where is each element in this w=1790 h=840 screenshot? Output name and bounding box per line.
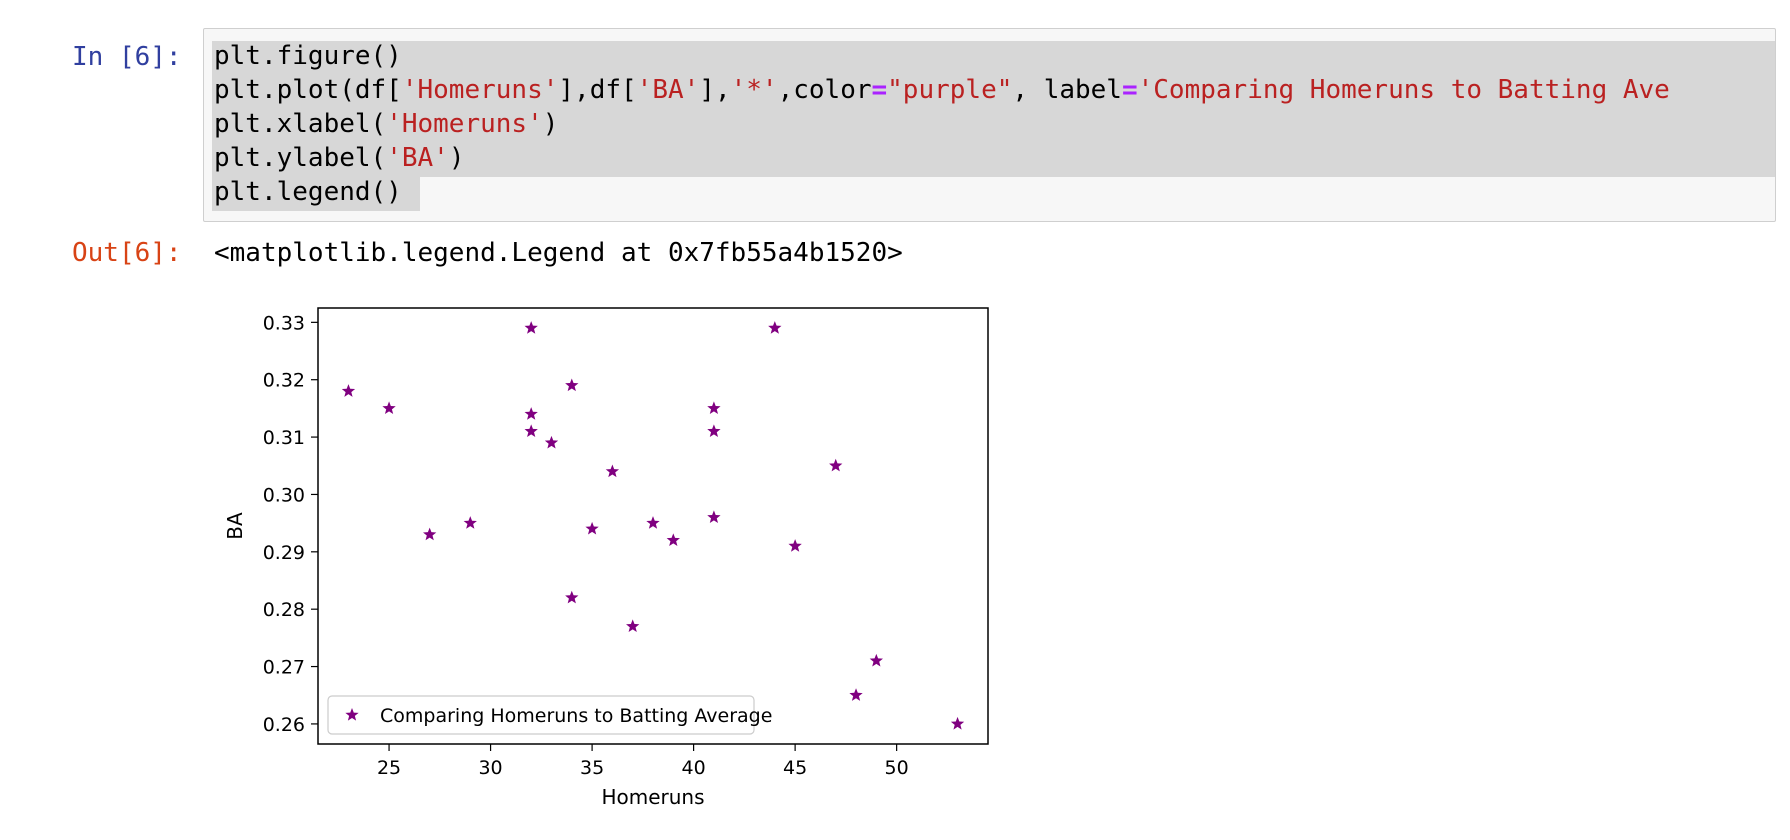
data-point (666, 533, 680, 547)
scatter-chart: 25 30 35 40 45 50 0.26 0.27 0.28 0.29 0.30 0.31 0.32… (223, 307, 989, 809)
data-point (646, 516, 660, 529)
code-line-4: plt.ylabel('BA') (214, 143, 465, 173)
selection-highlight (212, 41, 1775, 177)
data-point (605, 464, 620, 478)
x-tick-label: 50 (885, 757, 909, 779)
data-point (565, 378, 579, 392)
legend-label: Comparing Homeruns to Batting Average (380, 705, 772, 727)
y-tick-label: 0.33 (263, 312, 305, 334)
x-tick-label: 30 (478, 757, 502, 779)
y-axis-label: BA (223, 512, 247, 540)
input-prompt: In [6]: (72, 42, 182, 72)
data-point (849, 688, 863, 701)
x-axis-label: Homeruns (601, 785, 704, 809)
y-tick-label: 0.27 (263, 657, 305, 679)
selection-highlight-last-line (212, 177, 420, 211)
data-point (626, 619, 640, 633)
y-tick-label: 0.26 (263, 714, 305, 736)
data-point (707, 510, 721, 524)
x-tick-label: 45 (783, 757, 807, 779)
code-editor[interactable]: plt.figure() plt.plot(df['Homeruns'],df[… (214, 39, 1670, 209)
output-text: <matplotlib.legend.Legend at 0x7fb55a4b1… (214, 238, 903, 268)
x-tick-label: 40 (682, 757, 706, 779)
data-point (524, 407, 538, 420)
code-line-1: plt.figure() (214, 41, 402, 71)
data-point (463, 516, 477, 529)
data-point (950, 716, 965, 730)
y-tick-label: 0.31 (263, 427, 305, 449)
data-point (423, 527, 437, 541)
data-point (707, 401, 721, 415)
data-point (829, 458, 843, 472)
data-point (341, 384, 356, 397)
data-point (788, 539, 802, 552)
legend-marker (345, 708, 359, 721)
code-line-2: plt.plot(df['Homeruns'],df['BA'],'*',col… (214, 75, 1670, 105)
x-tick-label: 25 (377, 757, 401, 779)
y-tick-label: 0.30 (263, 484, 305, 506)
data-point (524, 321, 538, 334)
output-prompt: Out[6]: (72, 238, 182, 268)
data-point (869, 653, 883, 667)
y-tick-label: 0.32 (263, 370, 305, 392)
data-point (768, 321, 782, 334)
data-point (585, 521, 599, 535)
x-tick-label: 35 (580, 757, 604, 779)
code-cell[interactable]: plt.figure() plt.plot(df['Homeruns'],df[… (203, 28, 1776, 222)
y-tick-label: 0.28 (263, 599, 305, 621)
data-point (565, 590, 579, 604)
y-tick-label: 0.29 (263, 542, 305, 564)
data-point (707, 424, 721, 438)
code-line-3: plt.xlabel('Homeruns') (214, 109, 559, 139)
data-point (382, 401, 396, 415)
data-point (544, 435, 559, 449)
legend-box (327, 695, 755, 735)
code-line-5: plt.legend() (214, 177, 402, 207)
data-point (524, 424, 538, 438)
